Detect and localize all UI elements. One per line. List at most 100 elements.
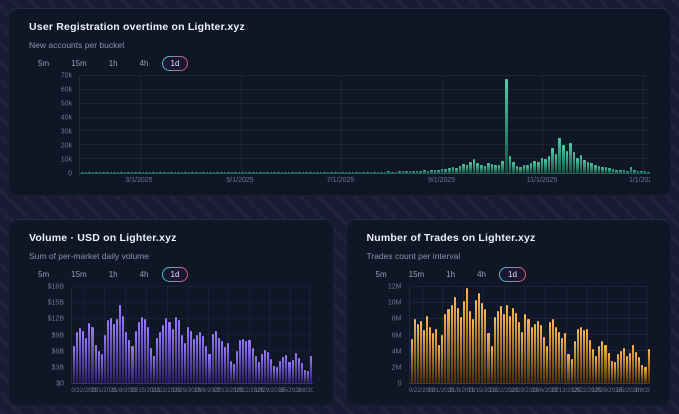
interval-button-15m[interactable]: 15m xyxy=(62,56,96,71)
bar xyxy=(162,325,165,383)
interval-button-4h[interactable]: 4h xyxy=(468,267,495,282)
bar xyxy=(569,142,572,173)
bar xyxy=(554,153,558,173)
bar xyxy=(362,171,365,173)
bar xyxy=(269,172,273,173)
bar xyxy=(199,332,202,383)
chart-plot[interactable] xyxy=(71,286,313,384)
x-tick-label: 12/29/2025 xyxy=(254,388,285,394)
bar xyxy=(187,172,191,173)
h-gridline xyxy=(409,350,650,351)
interval-button-5m[interactable]: 5m xyxy=(367,267,396,282)
bar xyxy=(211,333,214,383)
bar xyxy=(177,172,180,173)
registrations-chart: 0 10k 20k 30k 40k 50k 60k 70k 3/1/2025 5/1/2025 7… xyxy=(29,73,650,187)
interval-button-1d[interactable]: 1d xyxy=(499,267,526,282)
interval-button-1h[interactable]: 1h xyxy=(437,267,464,282)
bar xyxy=(613,362,616,383)
bar xyxy=(567,354,570,383)
y-tick-label: 6M xyxy=(391,332,402,339)
bar xyxy=(298,172,301,173)
bar xyxy=(484,309,487,383)
bar xyxy=(348,172,351,173)
bar xyxy=(156,337,159,383)
h-gridline xyxy=(80,102,650,104)
bar xyxy=(202,336,205,383)
y-tick-label: 60k xyxy=(60,86,72,94)
interval-button-15m[interactable]: 15m xyxy=(400,267,434,282)
bar xyxy=(496,311,499,383)
bar xyxy=(521,331,524,383)
bar xyxy=(171,328,174,383)
y-tick-label: $3B xyxy=(51,364,64,372)
x-tick-label: 11/8/2025 xyxy=(448,388,475,394)
interval-button-5m[interactable]: 5m xyxy=(29,267,58,282)
bar xyxy=(251,348,254,383)
bar xyxy=(422,330,425,383)
bar xyxy=(608,168,611,173)
chart-plot[interactable] xyxy=(79,75,650,174)
y-tick-label: $9B xyxy=(51,332,64,339)
interval-button-4h[interactable]: 4h xyxy=(131,267,158,282)
bars[interactable] xyxy=(80,76,650,173)
x-tick-label: 1/8/2026 xyxy=(297,388,313,394)
y-tick-label: 2M xyxy=(391,364,402,372)
h-gridline xyxy=(409,302,650,303)
bar xyxy=(297,358,300,383)
bar xyxy=(618,169,622,173)
bar xyxy=(502,314,505,383)
bar xyxy=(273,365,276,383)
bar xyxy=(170,172,173,173)
bar xyxy=(306,371,310,383)
bar xyxy=(153,356,156,383)
v-gridline xyxy=(207,287,209,383)
bar xyxy=(88,172,91,173)
bar xyxy=(551,148,554,173)
bars[interactable] xyxy=(72,287,313,383)
bar xyxy=(542,336,545,383)
bar xyxy=(242,339,245,383)
x-tick-label: 12/22/2025 xyxy=(233,388,264,394)
bar xyxy=(255,172,259,173)
interval-button-1d[interactable]: 1d xyxy=(162,267,189,282)
bar xyxy=(432,332,435,383)
interval-button-1h[interactable]: 1h xyxy=(100,56,127,71)
bar xyxy=(412,171,415,173)
bar xyxy=(282,357,285,383)
x-tick-label: 12/13/2025 xyxy=(212,388,243,394)
volume-panel: Volume · USD on Lighter.xyz Sum of per-m… xyxy=(8,219,334,406)
bar xyxy=(558,138,561,173)
x-tick-label: 1/1/2026 xyxy=(628,177,650,184)
bar xyxy=(165,317,168,383)
bar xyxy=(380,171,383,173)
bars[interactable] xyxy=(410,287,651,383)
bar xyxy=(540,157,544,173)
bar xyxy=(376,171,380,173)
interval-button-1h[interactable]: 1h xyxy=(100,267,127,282)
interval-button-1d[interactable]: 1d xyxy=(162,56,189,71)
registrations-panel: User Registration overtime on Lighter.xy… xyxy=(8,8,671,196)
y-axis: 0 10k 20k 30k 40k 50k 60k 70k xyxy=(29,73,79,178)
bar xyxy=(564,333,567,383)
bar xyxy=(565,150,569,173)
interval-button-15m[interactable]: 15m xyxy=(62,267,96,282)
bar xyxy=(469,161,472,173)
bar xyxy=(636,170,640,173)
interval-button-5m[interactable]: 5m xyxy=(29,56,58,71)
bar xyxy=(515,166,519,173)
bar xyxy=(326,172,330,173)
bar xyxy=(248,172,251,173)
trades-chart: 0 2M 4M 6M 8M 10M 12M 10/22/2025 11/1/2025 11/8/… xyxy=(367,284,651,397)
bar xyxy=(252,172,255,173)
bar xyxy=(134,172,137,173)
panel-title: Volume · USD on Lighter.xyz xyxy=(29,232,177,244)
interval-filter: 5m 15m 1h 4h 1d xyxy=(367,266,651,283)
bar xyxy=(310,356,313,383)
interval-button-4h[interactable]: 4h xyxy=(131,56,158,71)
bar xyxy=(419,170,422,173)
bar xyxy=(159,172,162,173)
bar xyxy=(233,364,236,383)
bar xyxy=(561,338,564,383)
bar xyxy=(435,328,438,383)
chart-plot[interactable] xyxy=(408,286,651,384)
